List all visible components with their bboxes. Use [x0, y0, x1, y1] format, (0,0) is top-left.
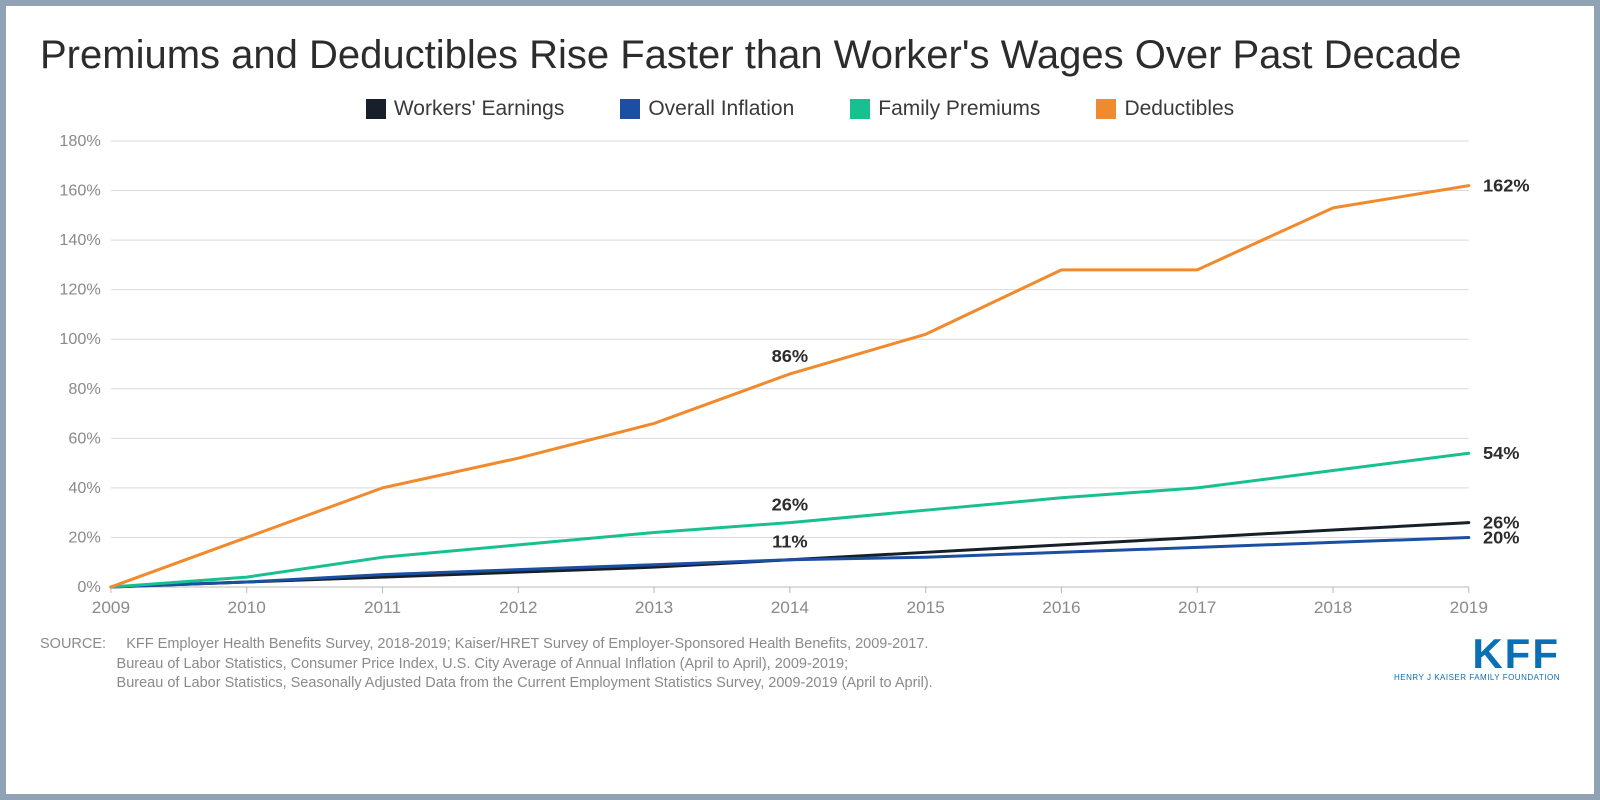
svg-text:180%: 180%	[59, 132, 100, 150]
svg-text:2015: 2015	[906, 598, 944, 617]
svg-text:54%: 54%	[1483, 443, 1519, 463]
legend-swatch	[1096, 99, 1116, 119]
source-text: SOURCE: KFF Employer Health Benefits Sur…	[40, 635, 933, 694]
chart-frame: Premiums and Deductibles Rise Faster tha…	[0, 0, 1600, 800]
svg-text:11%: 11%	[772, 532, 807, 552]
svg-text:2018: 2018	[1314, 598, 1352, 617]
svg-text:2012: 2012	[499, 598, 537, 617]
svg-text:26%: 26%	[772, 495, 808, 515]
line-chart: 0% 20% 40% 60% 80% 100% 120% 140% 160% 180% 2009 20…	[40, 127, 1560, 627]
source-line3: Bureau of Labor Statistics, Seasonally A…	[117, 675, 933, 691]
svg-text:20%: 20%	[1483, 528, 1519, 548]
legend: Workers' Earnings Overall Inflation Family…	[40, 97, 1560, 121]
source-line2: Bureau of Labor Statistics, Consumer Pri…	[117, 656, 849, 672]
legend-swatch	[850, 99, 870, 119]
legend-item: Family Premiums	[850, 97, 1040, 121]
footer: SOURCE: KFF Employer Health Benefits Sur…	[40, 635, 1560, 694]
svg-text:2016: 2016	[1042, 598, 1080, 617]
svg-text:40%: 40%	[68, 479, 100, 497]
svg-text:2014: 2014	[771, 598, 810, 617]
svg-text:160%: 160%	[59, 182, 100, 200]
legend-item: Workers' Earnings	[366, 97, 565, 121]
legend-label: Family Premiums	[878, 97, 1040, 121]
svg-text:0%: 0%	[77, 578, 100, 596]
svg-text:86%: 86%	[772, 346, 808, 366]
legend-label: Workers' Earnings	[394, 97, 565, 121]
legend-swatch	[620, 99, 640, 119]
svg-text:20%: 20%	[68, 529, 100, 547]
legend-label: Overall Inflation	[648, 97, 794, 121]
svg-text:2009: 2009	[92, 598, 130, 617]
kff-logo-text: KFF	[1394, 635, 1560, 673]
svg-text:2017: 2017	[1178, 598, 1216, 617]
svg-text:2010: 2010	[228, 598, 266, 617]
chart-title: Premiums and Deductibles Rise Faster tha…	[40, 32, 1560, 79]
source-line1: KFF Employer Health Benefits Survey, 201…	[126, 636, 928, 652]
legend-swatch	[366, 99, 386, 119]
svg-text:162%: 162%	[1483, 176, 1530, 196]
svg-text:140%: 140%	[59, 231, 100, 249]
legend-item: Overall Inflation	[620, 97, 794, 121]
svg-text:100%: 100%	[59, 331, 100, 349]
svg-text:80%: 80%	[68, 380, 100, 398]
legend-item: Deductibles	[1096, 97, 1234, 121]
kff-logo-sub: HENRY J KAISER FAMILY FOUNDATION	[1394, 673, 1560, 682]
svg-text:120%: 120%	[59, 281, 100, 299]
svg-text:2019: 2019	[1450, 598, 1488, 617]
svg-text:2013: 2013	[635, 598, 673, 617]
svg-text:60%: 60%	[68, 430, 100, 448]
legend-label: Deductibles	[1124, 97, 1234, 121]
kff-logo: KFF HENRY J KAISER FAMILY FOUNDATION	[1394, 635, 1560, 682]
svg-text:2011: 2011	[364, 598, 401, 617]
source-label: SOURCE:	[40, 636, 106, 652]
